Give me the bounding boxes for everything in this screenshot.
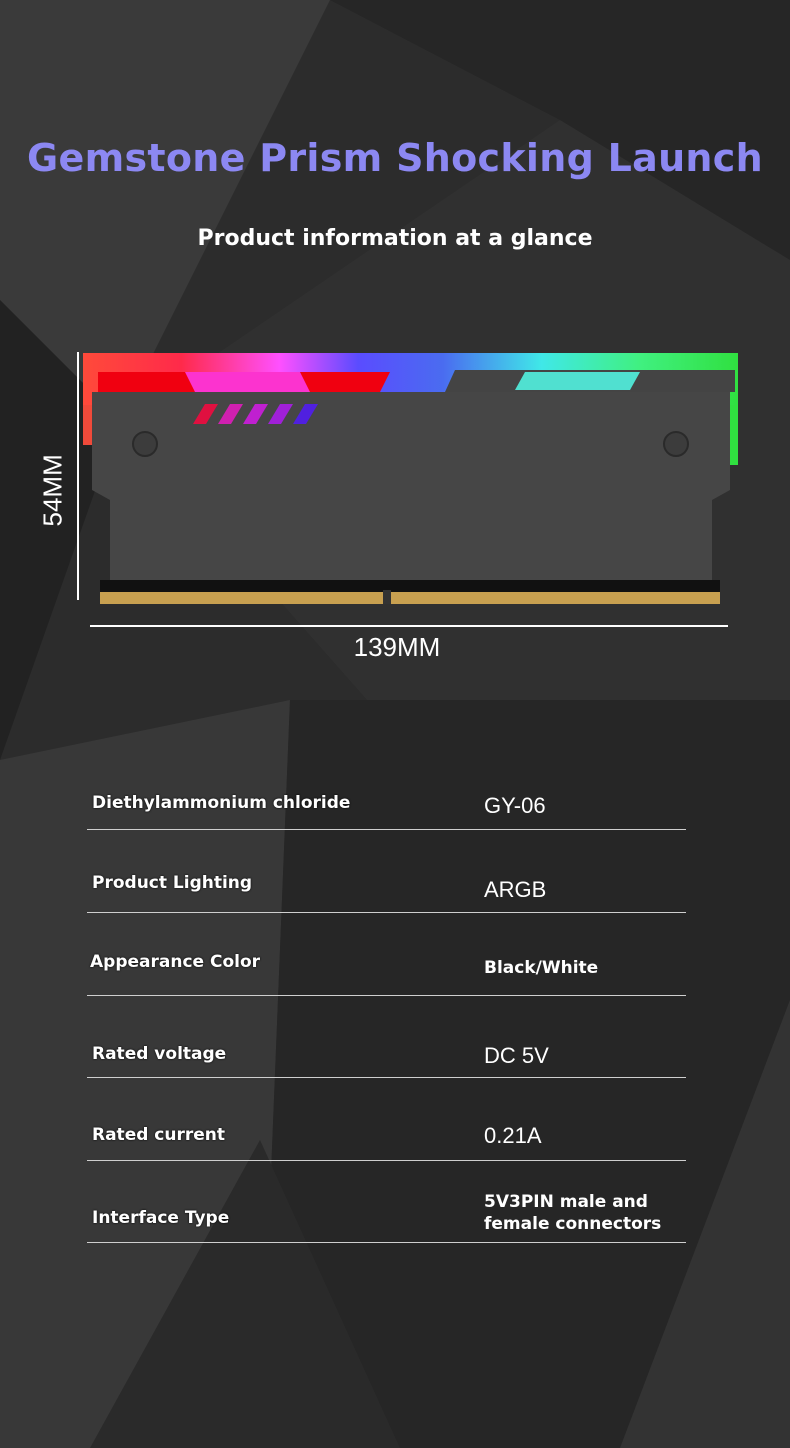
spec-label: Rated voltage [92,1044,227,1064]
width-dimension-line [90,625,728,627]
spec-label: Diethylammonium chloride [92,793,351,813]
height-dimension-line [77,352,79,600]
spec-label: Rated current [92,1125,226,1145]
spec-row-color: Appearance Color Black/White [87,912,686,996]
ram-module-image [83,353,738,604]
spec-label: Product Lighting [92,873,253,893]
spec-row-current: Rated current 0.21A [87,1077,686,1161]
page-subtitle: Product information at a glance [197,226,593,251]
spec-row-model: Diethylammonium chloride GY-06 [87,780,686,830]
spec-value: 5V3PIN male and female connectors [484,1192,662,1234]
spec-value: Black/White [484,958,599,978]
spec-row-lighting: Product Lighting ARGB [87,829,686,913]
spec-value: ARGB [484,877,547,902]
page-title: Gemstone Prism Shocking Launch [27,136,763,180]
spec-row-voltage: Rated voltage DC 5V [87,995,686,1078]
spec-value: GY-06 [484,793,546,818]
height-dimension-label: 54MM [37,454,68,527]
spec-row-interface: Interface Type 5V3PIN male and female co… [87,1160,686,1243]
width-dimension-label: 139MM [353,632,441,662]
spec-value: DC 5V [484,1043,549,1068]
spec-label: Appearance Color [90,952,261,972]
spec-label: Interface Type [92,1208,230,1228]
spec-value: 0.21A [484,1123,542,1148]
